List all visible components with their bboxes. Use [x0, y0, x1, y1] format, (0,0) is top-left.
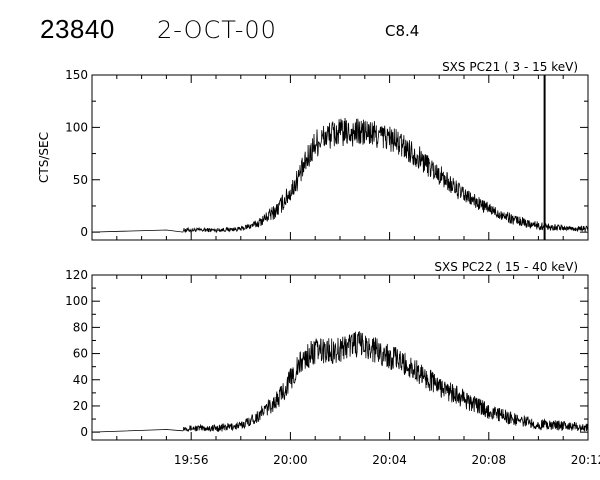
y-tick-label: 150	[65, 68, 88, 82]
x-tick-label: 20:00	[273, 453, 308, 467]
x-tick-label: 19:56	[174, 453, 209, 467]
y-tick-label: 50	[73, 173, 88, 187]
y-tick-label: 80	[73, 320, 88, 334]
event-id: 23840	[40, 14, 115, 44]
x-tick-label: 20:04	[372, 453, 407, 467]
y-tick-label: 120	[65, 268, 88, 282]
flare-class: C8.4	[385, 22, 420, 40]
y-tick-label: 0	[80, 425, 88, 439]
y-tick-label: 100	[65, 294, 88, 308]
series-line-1	[91, 117, 589, 234]
x-tick-label: 20:08	[472, 453, 507, 467]
y-tick-label: 100	[65, 120, 88, 134]
y-tick-label: 40	[73, 373, 88, 387]
observation-date: 2-OCT-00	[157, 16, 277, 44]
y-tick-label: 20	[73, 399, 88, 413]
plot-frame-1	[91, 74, 589, 241]
panel-title: SXS PC22 ( 15 - 40 keV)	[434, 260, 578, 274]
x-tick-label: 20:12	[571, 453, 600, 467]
y-tick-label: 60	[73, 347, 88, 361]
series-line-2	[91, 331, 589, 433]
plot-frame-2	[91, 274, 589, 441]
y-tick-label: 0	[80, 225, 88, 239]
panel-title: SXS PC21 ( 3 - 15 keV)	[442, 60, 578, 74]
y-axis-label: CTS/SEC	[37, 132, 51, 183]
